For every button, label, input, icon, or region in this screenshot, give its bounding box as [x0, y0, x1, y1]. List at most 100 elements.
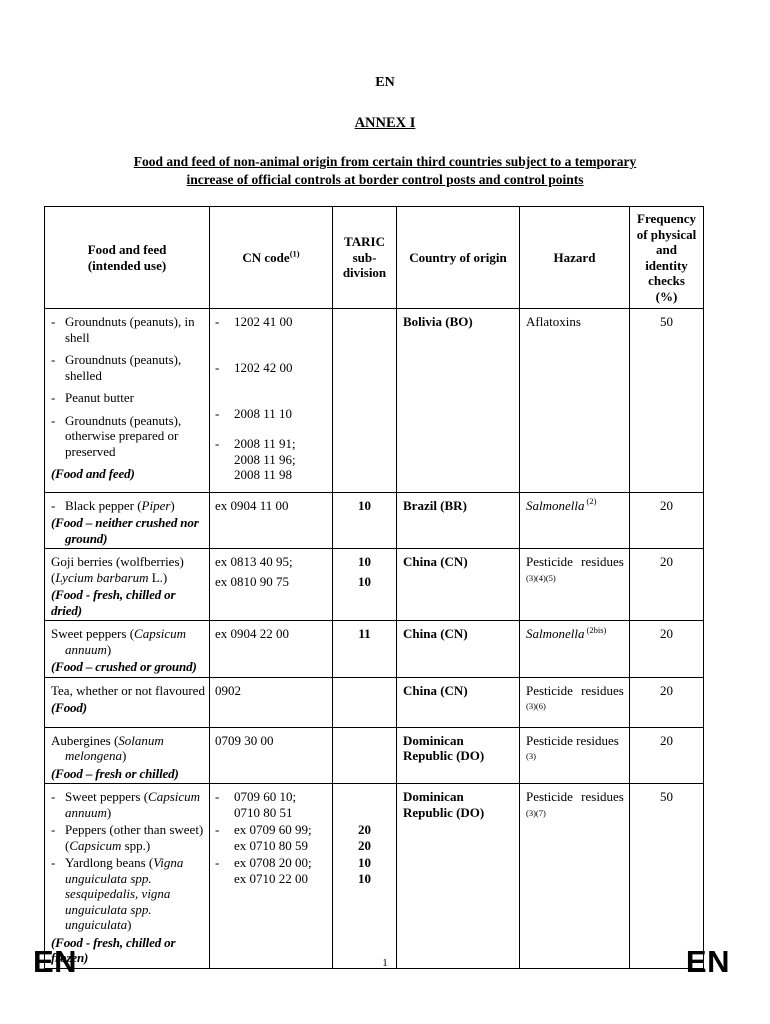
footnote-ref: (3)(4)(5): [526, 572, 556, 583]
cn-code: ex 0709 60 99; ex 0710 80 59: [234, 822, 312, 853]
footnote-ref: (1): [289, 248, 300, 259]
frequency-cell: 50: [629, 308, 704, 493]
cn-code: 0709 60 10; 0710 80 51: [234, 789, 297, 820]
footnote-ref: (2): [586, 496, 597, 507]
food-item: - Peanut butter: [51, 390, 205, 406]
taric-value: 10: [358, 855, 371, 870]
food-name-latin: Capsicum: [69, 837, 122, 853]
taric-value: 10: [358, 870, 371, 886]
cn-code: ex 0904 11 00: [215, 497, 289, 513]
taric-cell: [332, 726, 397, 784]
hazard-cell: Pesticide residues (3)(4)(5): [519, 548, 630, 621]
table-row: - Groundnuts (peanuts), in shell - Groun…: [44, 308, 704, 493]
food-name: Groundnuts (peanuts), otherwise prepared…: [65, 412, 182, 459]
frequency-cell: 20: [629, 548, 704, 621]
header-text: identity: [645, 257, 688, 273]
controls-table: Food and feed (intended use) CN code(1) …: [44, 206, 704, 969]
food-name: Tea, whether or not flavoured: [51, 682, 205, 698]
food-cell: Sweet peppers (Capsicum annuum) (Food – …: [44, 620, 210, 678]
cn-code-item: - 1202 41 00: [215, 314, 328, 353]
food-item: Goji berries (wolfberries): [51, 554, 205, 570]
taric-cell: 20 20 10 10: [332, 783, 397, 969]
dash-bullet: -: [51, 822, 56, 837]
footer-language-right: EN: [685, 944, 730, 979]
hazard-name: Pesticide residues: [526, 554, 624, 569]
frequency-cell: 20: [629, 491, 704, 549]
cn-code: ex 0708 20 00; ex 0710 22 00: [234, 855, 312, 886]
taric-value: 10: [358, 497, 371, 513]
cn-code: 0709 30 00: [215, 732, 274, 748]
food-cell: - Sweet peppers (Capsicum annuum) - Pepp…: [44, 783, 210, 969]
header-text: (intended use): [87, 257, 167, 273]
page-number: 1: [382, 957, 388, 969]
food-item: Tea, whether or not flavoured: [51, 683, 205, 699]
food-item: - Black pepper (Piper): [51, 498, 205, 514]
taric-value: 20: [358, 837, 371, 853]
food-cell: - Groundnuts (peanuts), in shell - Groun…: [44, 308, 210, 493]
annex-title: ANNEX I: [354, 115, 416, 131]
cn-code: 2008 11 10: [234, 406, 293, 421]
food-name: Aubergines (: [51, 732, 119, 748]
food-cell: Goji berries (wolfberries) (Lycium barba…: [44, 548, 210, 621]
hazard-name: Pesticide residues: [526, 789, 624, 804]
intended-use: (Food – fresh or chilled): [51, 765, 179, 781]
food-name: ): [122, 748, 127, 763]
taric-cell: 10 10: [332, 548, 397, 621]
taric-value: 20: [358, 822, 371, 837]
cn-code-item: - 2008 11 91; 2008 11 96; 2008 11 98: [215, 436, 328, 483]
hazard-name: Aflatoxins: [526, 314, 581, 329]
food-name-latin: Piper: [141, 497, 171, 513]
header-text: CN code: [242, 249, 290, 265]
footnote-ref: (3)(6): [526, 701, 546, 711]
hazard-cell: Pesticide residues (3)(6): [519, 676, 630, 728]
dash-bullet: -: [51, 412, 56, 428]
food-item: - Groundnuts (peanuts), otherwise prepar…: [51, 413, 205, 460]
col-header-hazard: Hazard: [519, 206, 630, 309]
table-row: - Black pepper (Piper) (Food – neither c…: [44, 491, 704, 549]
header-text: TARIC: [344, 234, 385, 250]
intended-use: (Food and feed): [51, 466, 135, 481]
food-name: Peanut butter: [65, 390, 134, 405]
food-item: (Lycium barbarum L.): [51, 570, 205, 586]
hazard-cell: Pesticide residues (3): [519, 726, 630, 784]
food-item: Aubergines (Solanum melongena): [51, 733, 205, 764]
country-cell: Dominican Republic (DO): [396, 726, 520, 784]
hazard-name: Pesticide residues: [526, 732, 619, 748]
col-header-country: Country of origin: [396, 206, 520, 309]
food-name: Groundnuts (peanuts), in shell: [65, 314, 195, 345]
hazard-cell: Salmonella (2bis): [519, 620, 630, 678]
taric-cell: [332, 676, 397, 728]
food-name: Sweet peppers (: [65, 789, 149, 804]
col-header-cn-code: CN code(1): [209, 206, 333, 309]
hazard-cell: Aflatoxins: [519, 308, 630, 493]
frequency-cell: 20: [629, 620, 704, 678]
food-item: Sweet peppers (Capsicum annuum): [51, 626, 205, 657]
header-text: sub-: [352, 249, 377, 265]
table-row: Goji berries (wolfberries) (Lycium barba…: [44, 548, 704, 621]
food-item: - Sweet peppers (Capsicum annuum): [51, 789, 205, 820]
food-name-latin: Capsicum annuum: [65, 626, 187, 657]
table-row: Sweet peppers (Capsicum annuum) (Food – …: [44, 620, 704, 678]
food-name: ): [106, 804, 112, 820]
top-language-code: EN: [375, 75, 395, 90]
footnote-ref: (2bis): [586, 624, 607, 635]
food-name: spp.): [121, 837, 151, 853]
table-row: Aubergines (Solanum melongena) (Food – f…: [44, 726, 704, 784]
cn-code: ex 0813 40 95;: [215, 554, 293, 569]
dash-bullet: -: [51, 789, 56, 804]
cn-code-item: - ex 0708 20 00; ex 0710 22 00: [215, 855, 328, 886]
cn-code-item: - 2008 11 10: [215, 406, 328, 429]
cn-code-item: - 1202 42 00: [215, 360, 328, 399]
dash-bullet: -: [215, 314, 220, 329]
dash-bullet: -: [215, 360, 220, 375]
cn-code: 2008 11 91; 2008 11 96; 2008 11 98: [234, 436, 296, 482]
header-text: (%): [655, 288, 678, 304]
food-name: ): [170, 497, 175, 513]
cn-code-item: - ex 0709 60 99; ex 0710 80 59: [215, 822, 328, 853]
dash-bullet: -: [51, 314, 56, 329]
food-cell: Aubergines (Solanum melongena) (Food – f…: [44, 726, 210, 784]
col-header-food: Food and feed (intended use): [44, 206, 210, 309]
taric-value: 10: [358, 554, 371, 569]
hazard-cell: Salmonella (2): [519, 491, 630, 549]
document-title-line1: Food and feed of non-animal origin from …: [133, 154, 637, 169]
